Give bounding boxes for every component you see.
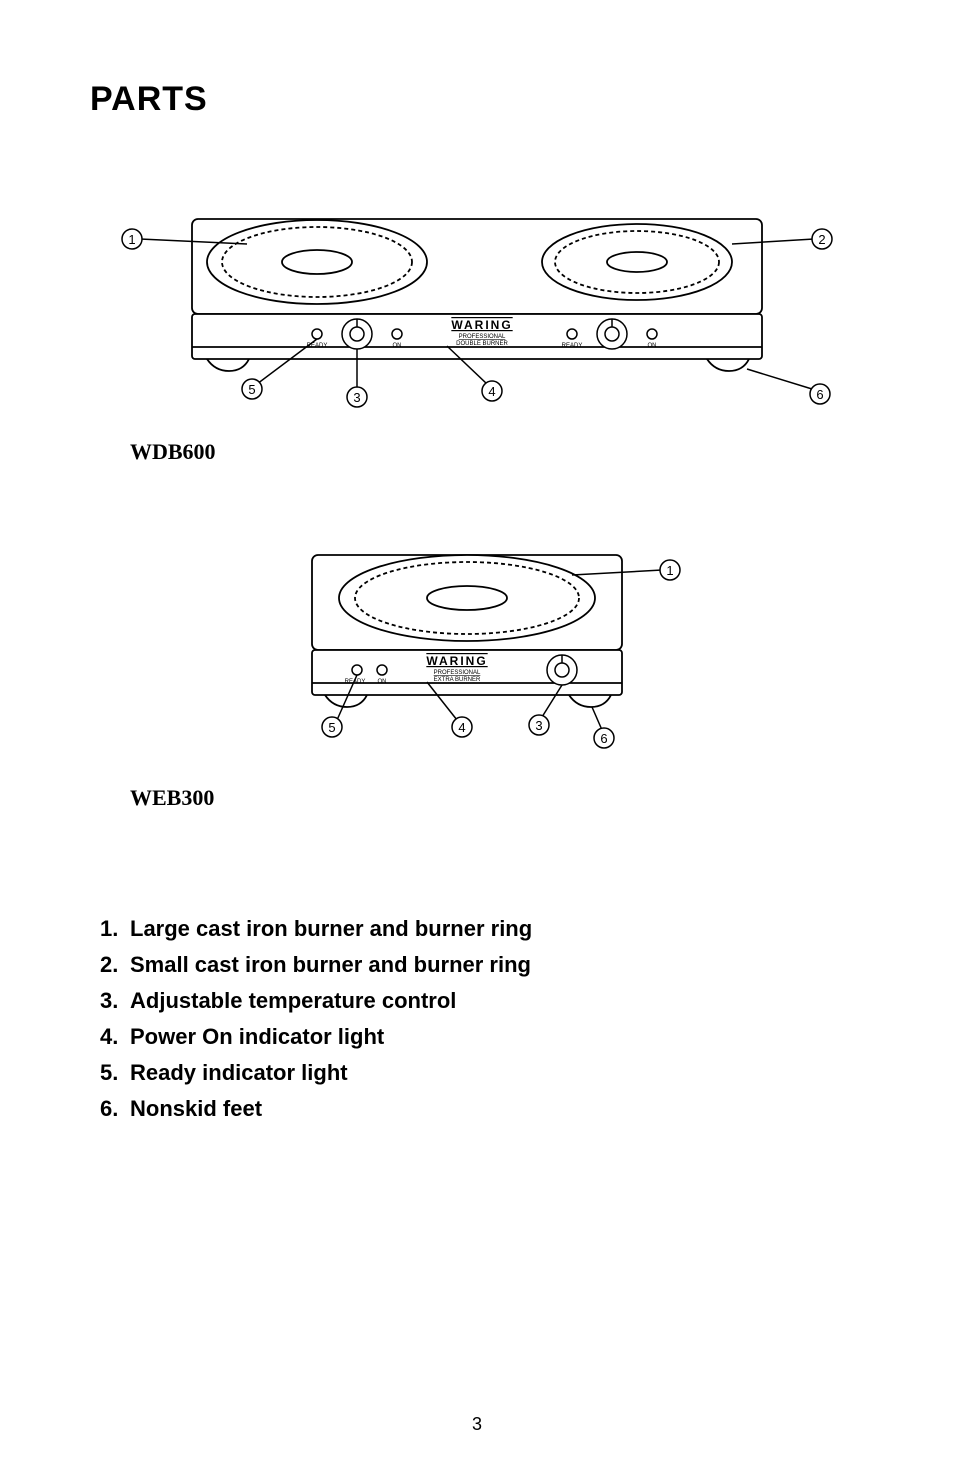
part-item: 1.Large cast iron burner and burner ring (100, 911, 864, 947)
figure-web300: READY ON WARING PROFESSIONAL EXTRA BURNE… (90, 525, 864, 755)
page-heading: PARTS (90, 80, 864, 119)
callout-b6: 6 (600, 731, 607, 746)
parts-list: 1.Large cast iron burner and burner ring… (100, 911, 864, 1127)
brand-line1-b: WARING (426, 654, 487, 668)
callout-b3: 3 (535, 718, 542, 733)
part-item: 5.Ready indicator light (100, 1055, 864, 1091)
on-label-l: ON (393, 343, 402, 349)
model-web300: WEB300 (130, 785, 864, 811)
callout-6: 6 (816, 387, 823, 402)
brand-line3: DOUBLE BURNER (456, 341, 508, 347)
brand-line2: PROFESSIONAL (459, 334, 506, 340)
part-item: 4.Power On indicator light (100, 1019, 864, 1055)
part-item: 6.Nonskid feet (100, 1091, 864, 1127)
on-label-r: ON (648, 343, 657, 349)
callout-b4: 4 (458, 720, 465, 735)
brand-line2-b: PROFESSIONAL (434, 670, 481, 676)
web300-diagram: READY ON WARING PROFESSIONAL EXTRA BURNE… (242, 525, 712, 755)
part-item: 2.Small cast iron burner and burner ring (100, 947, 864, 983)
callout-4: 4 (488, 384, 495, 399)
brand-line1: WARING (451, 318, 512, 332)
page-number: 3 (0, 1414, 954, 1435)
callout-2: 2 (818, 232, 825, 247)
on-label: ON (378, 679, 387, 685)
brand-line3-b: EXTRA BURNER (434, 677, 481, 683)
model-wdb600: WDB600 (130, 439, 864, 465)
callout-b5: 5 (328, 720, 335, 735)
ready-label-r: READY (562, 343, 583, 349)
callout-5: 5 (248, 382, 255, 397)
wdb600-diagram: READY ON WARING PROFESSIONAL DOUBLE BURN… (92, 189, 862, 409)
callout-b1: 1 (666, 563, 673, 578)
figure-wdb600: READY ON WARING PROFESSIONAL DOUBLE BURN… (90, 189, 864, 409)
callout-3: 3 (353, 390, 360, 405)
part-item: 3.Adjustable temperature control (100, 983, 864, 1019)
callout-1: 1 (128, 232, 135, 247)
